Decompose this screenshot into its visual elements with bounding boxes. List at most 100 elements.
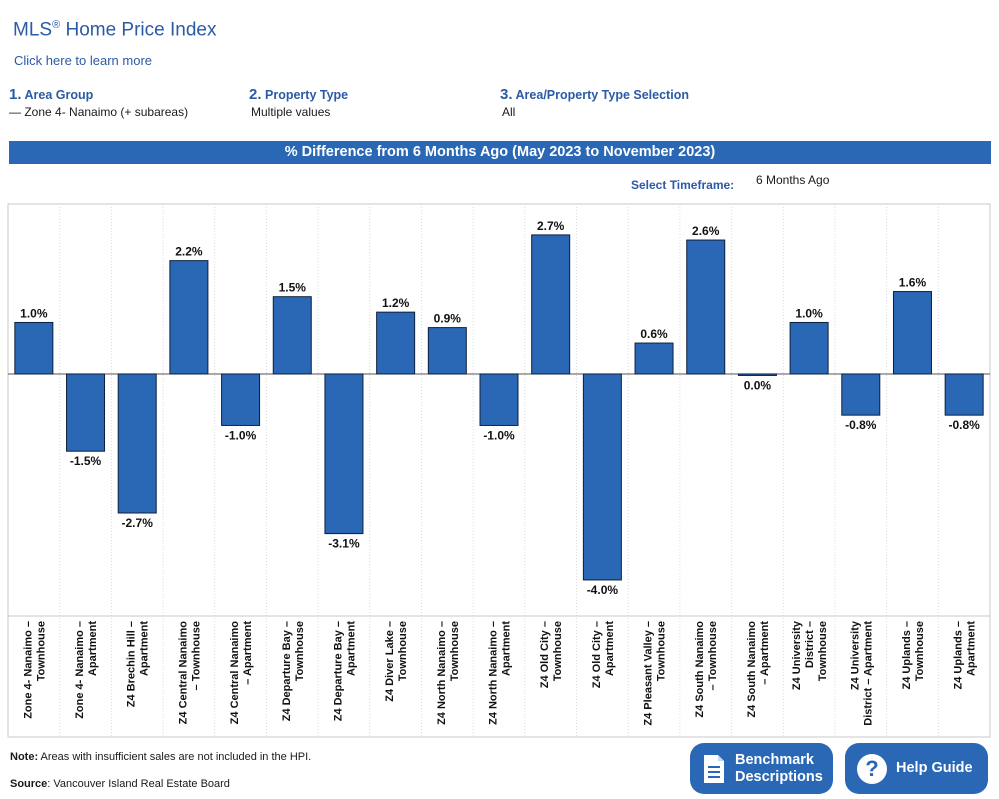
- filter-label: Area/Property Type Selection: [515, 88, 689, 102]
- category-label: Z4 Old City –: [539, 621, 551, 688]
- category-label: Townhouse: [817, 621, 829, 681]
- bar: [272, 296, 312, 375]
- category-label: Townhouse: [449, 621, 461, 681]
- data-label: 1.0%: [795, 306, 823, 320]
- bar: [221, 373, 261, 426]
- data-label: 1.0%: [20, 306, 48, 320]
- benchmark-label-line1: Benchmark: [735, 751, 814, 768]
- category-label: Apartment: [501, 621, 513, 676]
- bar: [892, 291, 932, 375]
- category-label: Townhouse: [397, 621, 409, 681]
- category-label: – Townhouse: [707, 621, 719, 690]
- bar: [789, 321, 829, 375]
- bar: [737, 373, 777, 376]
- category-label: Townhouse: [914, 621, 926, 681]
- filter-label: Property Type: [265, 88, 349, 102]
- filter-area-group[interactable]: 1. Area Group — Zone 4- Nanaimo (+ subar…: [9, 86, 188, 119]
- bar: [479, 373, 519, 426]
- filter-label: Area Group: [24, 88, 94, 102]
- bar: [582, 373, 622, 581]
- category-label: Townhouse: [656, 621, 668, 681]
- benchmark-label-line2: Descriptions: [735, 768, 823, 785]
- bar: [14, 321, 54, 375]
- data-label: -0.8%: [845, 418, 877, 432]
- category-label: Z4 Brechin Hill –: [126, 621, 138, 707]
- help-guide-label: Help Guide: [896, 760, 973, 776]
- filter-property-type[interactable]: 2. Property Type Multiple values: [249, 86, 348, 119]
- chart-banner-title: % Difference from 6 Months Ago (May 2023…: [9, 141, 991, 164]
- filter-area-property-selection[interactable]: 3. Area/Property Type Selection All: [500, 86, 689, 119]
- bar-chart: 1.0%Zone 4- Nanaimo – Townhouse-1.5%Zone …: [7, 203, 991, 738]
- learn-more-link[interactable]: Click here to learn more: [14, 53, 152, 68]
- page-title: MLS® Home Price Index: [13, 19, 216, 41]
- category-label: Z4 Diver Lake –: [384, 621, 396, 702]
- question-mark-icon: ?: [857, 753, 887, 784]
- filter-value: All: [502, 105, 516, 119]
- bar: [117, 373, 157, 514]
- filter-value: Multiple values: [251, 105, 331, 119]
- data-label: 0.9%: [434, 312, 462, 326]
- category-label: Z4 North Nanaimo –: [488, 621, 500, 725]
- data-label: 1.5%: [279, 281, 307, 295]
- category-label: Z4 Pleasant Valley –: [643, 621, 655, 726]
- data-label: -1.0%: [225, 428, 257, 442]
- filter-value: — Zone 4- Nanaimo (+ subareas): [9, 105, 189, 119]
- title-rest: Home Price Index: [60, 19, 217, 41]
- category-label: Townhouse: [552, 621, 564, 681]
- category-label: Z4 South Nanaimo: [746, 621, 758, 718]
- data-label: -2.7%: [122, 516, 154, 530]
- category-label: Z4 Departure Bay –: [332, 621, 344, 721]
- data-label: 1.6%: [899, 276, 927, 290]
- data-label: 0.6%: [640, 327, 668, 341]
- category-label: Townhouse: [35, 621, 47, 681]
- category-label: Apartment: [345, 621, 357, 676]
- filter-number: 2.: [249, 86, 262, 103]
- data-label: -1.0%: [483, 428, 515, 442]
- plot-border: [7, 203, 991, 738]
- bar: [66, 373, 106, 452]
- category-label: Z4 Uplands –: [953, 621, 965, 689]
- category-label: Apartment: [604, 621, 616, 676]
- bar: [686, 239, 726, 375]
- category-label: Z4 Central Nanaimo: [229, 621, 241, 725]
- data-label: 2.2%: [175, 245, 203, 259]
- bar: [324, 373, 364, 535]
- help-guide-button[interactable]: ? Help Guide: [845, 743, 988, 794]
- note-body: Areas with insufficient sales are not in…: [38, 751, 312, 763]
- category-label: Z4 University: [791, 620, 803, 690]
- source-body: : Vancouver Island Real Estate Board: [47, 778, 230, 790]
- category-label: District – Apartment: [862, 621, 874, 726]
- category-label: – Apartment: [242, 621, 254, 685]
- category-label: Apartment: [966, 621, 978, 676]
- category-label: District –: [804, 621, 816, 668]
- category-label: Zone 4- Nanaimo –: [22, 621, 34, 719]
- category-label: Apartment: [87, 621, 99, 676]
- timeframe-select[interactable]: 6 Months Ago: [756, 173, 830, 187]
- document-icon: [704, 754, 724, 783]
- bar: [531, 234, 571, 375]
- filter-number: 1.: [9, 86, 22, 103]
- data-label: 2.6%: [692, 224, 720, 238]
- category-label: Z4 Departure Bay –: [281, 621, 293, 721]
- registered-mark: ®: [52, 19, 61, 31]
- filter-number: 3.: [500, 86, 513, 103]
- data-label: 2.7%: [537, 219, 565, 233]
- data-label: 1.2%: [382, 296, 410, 310]
- data-label: -1.5%: [70, 454, 102, 468]
- category-label: – Apartment: [759, 621, 771, 685]
- bar: [841, 373, 881, 416]
- title-mls: MLS: [13, 19, 53, 41]
- bar: [427, 327, 467, 375]
- bar: [634, 342, 674, 375]
- bar: [944, 373, 984, 416]
- data-label: -0.8%: [948, 418, 980, 432]
- category-label: Z4 North Nanaimo –: [436, 621, 448, 725]
- note-text: Note: Areas with insufficient sales are …: [10, 751, 311, 763]
- timeframe-label: Select Timeframe:: [631, 178, 735, 192]
- category-label: Z4 Central Nanaimo: [177, 621, 189, 725]
- benchmark-descriptions-button[interactable]: Benchmark Descriptions: [690, 743, 833, 794]
- data-label: -3.1%: [328, 537, 360, 551]
- data-label: -4.0%: [587, 583, 619, 597]
- data-label: 0.0%: [744, 378, 772, 392]
- category-label: Z4 South Nanaimo: [694, 621, 706, 718]
